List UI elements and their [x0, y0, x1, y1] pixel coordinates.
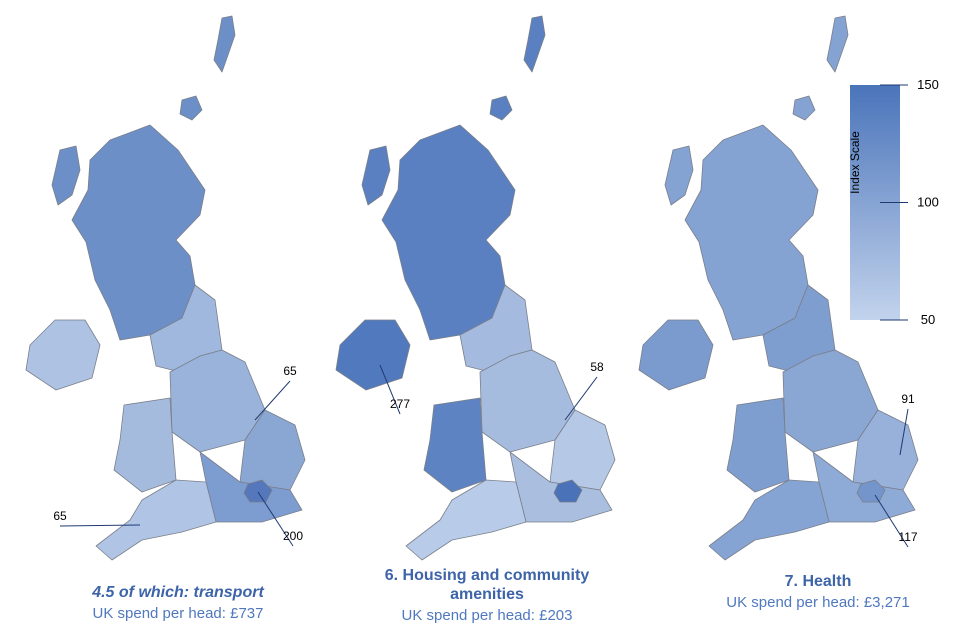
region: [423, 397, 487, 493]
region: [71, 124, 206, 341]
leader-line: [59, 524, 141, 527]
region: [826, 15, 849, 73]
leader-line: [379, 364, 401, 415]
callout-label: 58: [590, 360, 604, 374]
uk-map: 65 65 200: [25, 15, 306, 561]
uk-map: 277 58: [335, 15, 616, 561]
map-caption: 4.5 of which: transport UK spend per head…: [68, 583, 288, 622]
region: [361, 145, 391, 206]
callout-label: 200: [283, 529, 303, 543]
callout-label: 91: [901, 392, 915, 406]
callout-label: 65: [53, 509, 67, 523]
scale-tick-label: 150: [917, 77, 939, 92]
region: [179, 95, 203, 121]
region: [726, 397, 790, 493]
leader-line: [564, 376, 598, 421]
map-title: 4.5 of which: transport: [92, 584, 264, 601]
region: [243, 479, 273, 503]
region: [523, 15, 546, 73]
scale-tick-label: 100: [917, 195, 939, 210]
callout-label: 277: [390, 397, 410, 411]
scale-label: Index Scale: [848, 131, 862, 194]
scale-tick-label: 50: [921, 312, 935, 327]
region: [664, 145, 694, 206]
leader-line: [899, 408, 909, 456]
map-title: 6. Housing and community amenities: [384, 567, 590, 603]
region: [381, 124, 516, 341]
region: [95, 479, 217, 561]
leader-line: [874, 494, 909, 548]
callout-label: 65: [283, 364, 297, 378]
region: [25, 319, 101, 391]
region: [792, 95, 816, 121]
region: [51, 145, 81, 206]
uk-map: 91 117: [638, 15, 919, 561]
region: [405, 479, 527, 561]
region: [489, 95, 513, 121]
map-subtitle: UK spend per head: £737: [92, 605, 264, 622]
leader-line: [257, 491, 294, 547]
region: [684, 124, 819, 341]
region: [113, 397, 177, 493]
region: [335, 319, 411, 391]
map-caption: 6. Housing and community amenities UK spe…: [377, 566, 597, 624]
region: [553, 479, 583, 503]
map-subtitle: UK spend per head: £203: [401, 607, 573, 624]
map-title: 7. Health: [784, 573, 852, 590]
callout-label: 117: [898, 530, 917, 544]
region: [213, 15, 236, 73]
leader-line: [254, 380, 291, 421]
map-caption: 7. Health UK spend per head: £3,271: [708, 572, 928, 611]
region: [708, 479, 830, 561]
region: [638, 319, 714, 391]
map-subtitle: UK spend per head: £3,271: [726, 594, 910, 611]
